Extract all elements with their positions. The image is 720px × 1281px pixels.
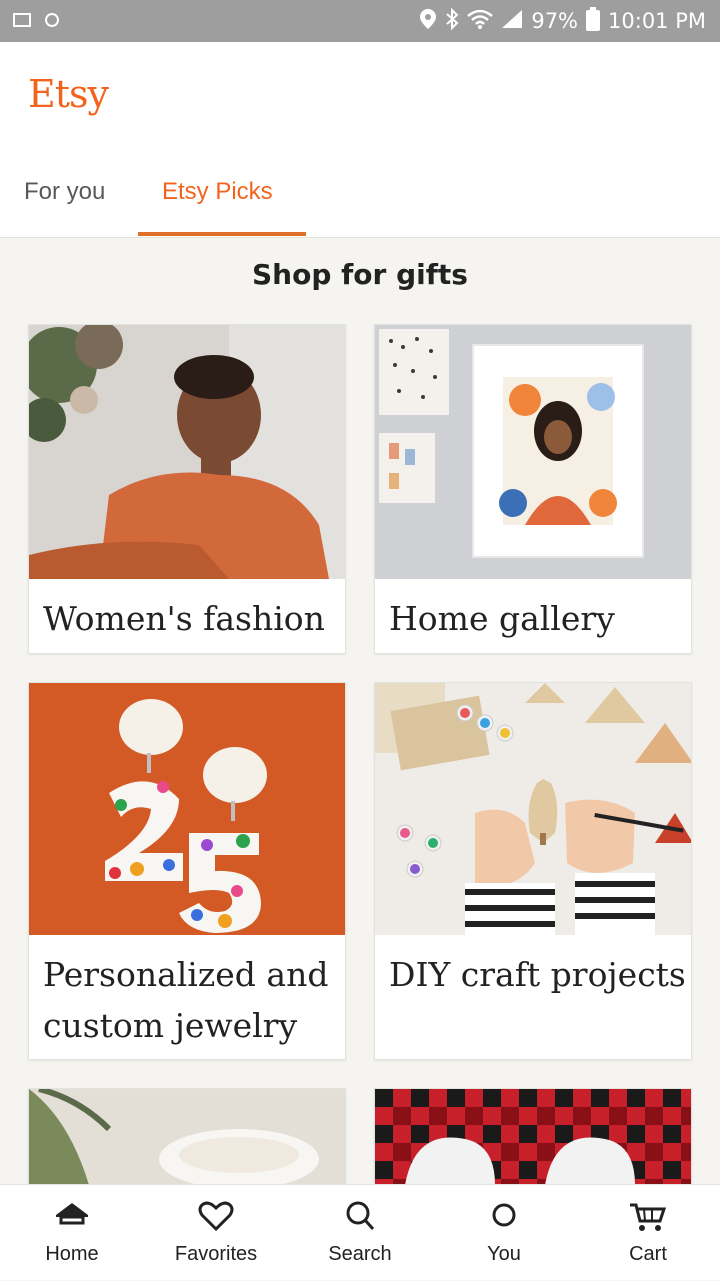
bottom-navigation: Home Favorites Search You Cart xyxy=(0,1184,720,1280)
nav-you[interactable]: You xyxy=(432,1185,576,1281)
section-title: Shop for gifts xyxy=(252,258,468,291)
signal-icon xyxy=(501,9,523,34)
tab-for-you[interactable]: For you xyxy=(24,178,106,205)
nav-favorites-label: Favorites xyxy=(174,1243,258,1265)
nav-search-label: Search xyxy=(328,1243,392,1265)
profile-icon xyxy=(492,1203,516,1227)
womens-fashion-image xyxy=(29,325,345,579)
cart-icon xyxy=(630,1203,667,1231)
notification-icons xyxy=(12,10,62,30)
clock: 10:01 PM xyxy=(608,9,706,33)
category-image-5 xyxy=(29,1089,345,1185)
card-caption: Personalized and custom jewelry xyxy=(43,955,329,1045)
status-bar: 97% 10:01 PM xyxy=(0,0,720,42)
diy-craft-image xyxy=(375,683,691,935)
nav-cart[interactable]: Cart xyxy=(576,1185,720,1281)
search-icon xyxy=(346,1201,375,1230)
nav-search[interactable]: Search xyxy=(288,1185,432,1281)
bluetooth-icon xyxy=(445,7,459,35)
heart-icon xyxy=(198,1201,234,1232)
category-card-diy-craft[interactable]: DIY craft projects xyxy=(374,682,692,1060)
app-header: Etsy For you Etsy Picks xyxy=(0,42,720,238)
notification-image-icon xyxy=(13,13,31,27)
category-card-home-gallery[interactable]: Home gallery xyxy=(374,324,692,654)
home-icon xyxy=(56,1203,88,1225)
category-card-custom-jewelry[interactable]: Personalized and custom jewelry xyxy=(28,682,346,1060)
custom-jewelry-image xyxy=(29,683,345,935)
nav-home[interactable]: Home xyxy=(0,1185,144,1281)
nav-home-label: Home xyxy=(45,1243,99,1265)
wifi-icon xyxy=(467,9,494,34)
nav-cart-label: Cart xyxy=(629,1243,667,1265)
home-gallery-image xyxy=(375,325,691,579)
active-tab-indicator xyxy=(138,232,306,236)
tab-etsy-picks[interactable]: Etsy Picks xyxy=(162,178,273,205)
card-caption: Women's fashion xyxy=(43,599,325,638)
battery-percentage: 97% xyxy=(531,9,579,33)
nav-favorites[interactable]: Favorites xyxy=(144,1185,288,1281)
category-image-6 xyxy=(375,1089,691,1185)
card-caption: DIY craft projects xyxy=(389,955,686,994)
card-caption: Home gallery xyxy=(389,599,615,638)
etsy-logo[interactable]: Etsy xyxy=(28,72,109,116)
battery-icon xyxy=(586,6,601,36)
category-card-womens-fashion[interactable]: Women's fashion xyxy=(28,324,346,654)
notification-app-icon xyxy=(45,13,59,27)
location-icon xyxy=(419,8,437,35)
nav-you-label: You xyxy=(487,1243,521,1265)
